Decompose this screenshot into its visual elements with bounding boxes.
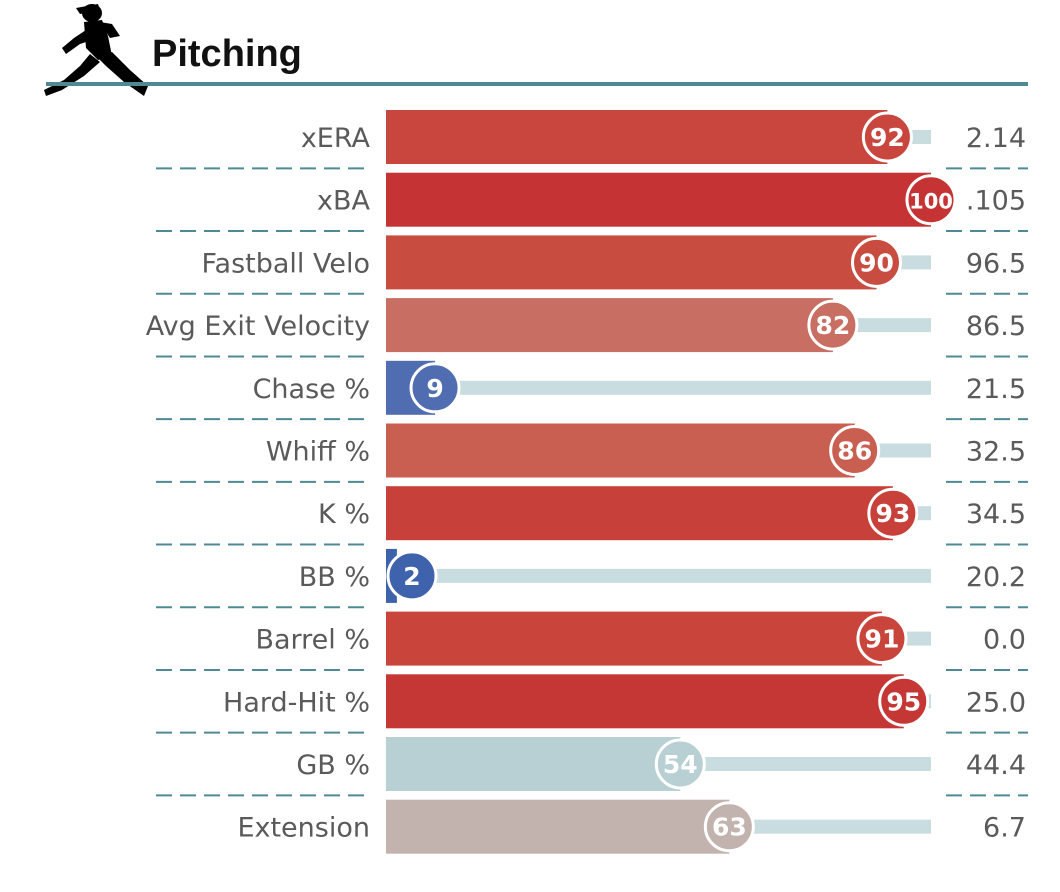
percentile-value: 100: [909, 190, 953, 214]
gridline-10: [439, 110, 442, 854]
metric-label: Extension: [237, 813, 370, 844]
metric-value: 0.0: [983, 625, 1026, 656]
percentile-bar: [386, 486, 893, 541]
percentile-bar: [386, 674, 904, 729]
percentile-value: 82: [816, 311, 851, 340]
metric-value: 2.14: [966, 123, 1026, 154]
percentile-value: 86: [837, 437, 872, 466]
percentile-badge: [905, 174, 957, 226]
percentile-value: 95: [886, 687, 921, 716]
metric-label: xBA: [317, 186, 371, 217]
metric-row-k: K % 34.5: [156, 486, 1028, 546]
metric-value: .105: [966, 186, 1026, 217]
percentile-value: 2: [403, 562, 420, 591]
percentile-badge: [856, 613, 908, 665]
percentile-value: 54: [663, 750, 698, 779]
percentile-badge: [703, 801, 755, 853]
metric-label: Hard-Hit %: [223, 687, 370, 718]
percentile-badge: [807, 299, 859, 351]
percentile-badge: [851, 236, 902, 288]
metric-value: 20.2: [966, 562, 1026, 593]
percentile-badge: [867, 487, 919, 539]
plot-area: [386, 110, 931, 854]
percentile-badge: [829, 425, 881, 476]
chart-gridlines: [439, 110, 878, 854]
metric-value: 86.5: [966, 311, 1026, 342]
chart-background: [386, 110, 931, 854]
metric-label: xERA: [301, 123, 371, 154]
percentile-value: 63: [712, 813, 747, 842]
header-divider: [46, 82, 1028, 86]
metric-row-hard-hit: Hard-Hit % 25.0: [156, 674, 1028, 734]
percentile-badge: [878, 675, 930, 727]
percentile-bar: [386, 799, 730, 854]
pitcher-silhouette-icon: [44, 4, 148, 96]
metric-row-whiff: Whiff % 32.5: [156, 423, 1028, 483]
percentile-badge: [861, 111, 913, 163]
percentile-badge: [386, 550, 438, 602]
gridline-90: [875, 110, 878, 854]
metric-value: 25.0: [966, 687, 1026, 718]
metric-label: Fastball Velo: [201, 248, 370, 279]
percentile-value: 91: [865, 625, 900, 654]
metric-label: Whiff %: [266, 437, 370, 468]
percentile-value: 93: [875, 499, 910, 528]
metric-value: 21.5: [966, 374, 1026, 405]
metric-row-xba: xBA .105: [156, 172, 1028, 233]
chart-rows: xERA 2.14 xBA .105 Fastball Velo 96.5 Avg Exit…: [146, 110, 1028, 854]
percentile-bar: [386, 423, 855, 478]
percentile-track: [386, 568, 931, 583]
gridline-50: [657, 110, 660, 854]
percentile-bar: [386, 737, 681, 791]
metric-label: Chase %: [253, 374, 370, 405]
metric-label: BB %: [299, 562, 370, 593]
chart-header: Pitching: [44, 4, 1028, 96]
metric-label: Barrel %: [255, 625, 370, 656]
percentile-track: [386, 380, 931, 395]
metric-row-barrel: Barrel % 0.0: [156, 611, 1028, 671]
percentile-value: 9: [426, 374, 443, 403]
metric-row-fastball-velo: Fastball Velo 96.5: [156, 235, 1028, 295]
metric-row-xera: xERA 2.14: [156, 110, 1028, 170]
metric-value: 34.5: [966, 499, 1026, 530]
metric-value: 6.7: [983, 813, 1026, 844]
metric-value: 32.5: [966, 437, 1026, 468]
chart-title: Pitching: [152, 33, 302, 75]
metric-value: 44.4: [966, 750, 1026, 781]
percentile-badge: [654, 738, 706, 790]
percentile-value: 92: [870, 123, 905, 152]
percentile-badge: [409, 362, 461, 414]
percentile-bar: [386, 110, 888, 164]
metric-row-extension: Extension 6.7: [237, 799, 1026, 854]
percentile-value: 90: [859, 248, 894, 277]
percentile-bar: [386, 235, 877, 290]
metric-label: GB %: [296, 750, 370, 781]
percentile-bar: [386, 172, 931, 227]
metric-label: Avg Exit Velocity: [146, 311, 370, 342]
metric-row-avg-exit-velocity: Avg Exit Velocity 86.5: [146, 298, 1028, 358]
percentile-bar: [386, 298, 833, 353]
percentile-bar: [386, 611, 882, 666]
metric-value: 96.5: [966, 248, 1026, 279]
metric-label: K %: [318, 499, 370, 530]
